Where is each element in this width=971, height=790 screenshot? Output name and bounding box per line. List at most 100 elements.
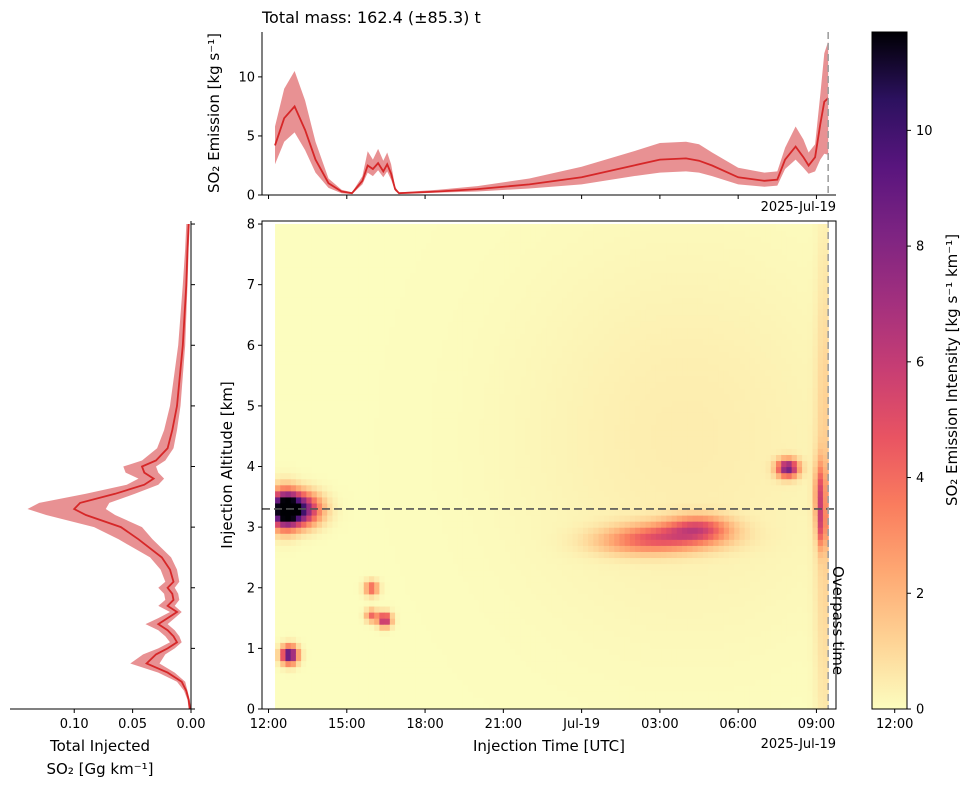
heatmap-cell [577, 224, 584, 231]
heatmap-cell [483, 672, 490, 680]
heatmap-cell [588, 636, 594, 643]
heatmap-cell [410, 430, 417, 437]
heatmap-cell [332, 405, 339, 413]
heatmap-cell [478, 242, 485, 249]
heatmap-cell [515, 266, 521, 274]
heatmap-cell [546, 266, 553, 274]
heatmap-cell [410, 272, 417, 280]
heatmap-cell [368, 387, 375, 395]
heatmap-cell [478, 369, 485, 377]
heatmap-cell [342, 296, 349, 304]
heatmap-cell [572, 496, 579, 504]
heatmap-cell [457, 490, 464, 498]
heatmap-cell [327, 575, 334, 583]
heatmap-cell [582, 533, 589, 540]
heatmap-cell [342, 508, 349, 516]
heatmap-cell [368, 672, 375, 680]
heatmap-cell [588, 575, 594, 583]
heatmap-cell [348, 696, 354, 704]
heatmap-cell [478, 508, 485, 516]
heatmap-cell [515, 684, 521, 692]
heatmap-cell [473, 508, 480, 516]
heatmap-cell [280, 302, 287, 310]
heatmap-cell [520, 242, 527, 249]
heatmap-cell [410, 418, 417, 425]
heatmap-cell [410, 630, 417, 637]
heatmap-cell [410, 575, 417, 583]
heatmap-cell [285, 387, 292, 395]
heatmap-cell [431, 375, 438, 383]
heatmap-cell [280, 308, 287, 316]
heatmap-cell [442, 411, 448, 419]
heatmap-cell [520, 236, 527, 243]
heatmap-cell [332, 605, 339, 613]
heatmap-cell [332, 357, 339, 365]
heatmap-cell [322, 284, 328, 292]
heatmap-cell [421, 642, 427, 649]
heatmap-cell [504, 460, 511, 468]
heatmap-cell [395, 254, 401, 261]
heatmap-cell [275, 563, 281, 571]
heatmap-cell [588, 490, 594, 498]
heatmap-cell [426, 557, 433, 565]
heatmap-cell [342, 702, 349, 710]
heatmap-cell [483, 678, 490, 686]
heatmap-cell [426, 224, 433, 231]
heatmap-cell [520, 666, 527, 674]
heatmap-cell [462, 308, 469, 316]
heatmap-cell [515, 375, 521, 383]
heatmap-cell [457, 678, 464, 686]
heatmap-cell [280, 290, 287, 298]
heatmap-cell [301, 260, 307, 268]
heatmap-cell [295, 515, 302, 522]
heatmap-cell [572, 490, 579, 498]
heatmap-cell [488, 702, 495, 710]
heatmap-cell [483, 545, 490, 552]
heatmap-cell [275, 618, 281, 625]
heatmap-cell [593, 563, 600, 571]
heatmap-cell [588, 605, 594, 613]
heatmap-cell [504, 266, 511, 274]
heatmap-cell [494, 521, 501, 528]
heatmap-cell [421, 672, 427, 680]
heatmap-cell [473, 502, 480, 510]
heatmap-cell [488, 666, 495, 674]
heatmap-cell [311, 551, 318, 559]
heatmap-cell [311, 618, 318, 625]
heatmap-cell [582, 424, 589, 431]
heatmap-cell [405, 418, 412, 425]
heatmap-cell [415, 314, 422, 322]
heatmap-cell [285, 248, 292, 255]
heatmap-cell [363, 533, 370, 540]
heatmap-cell [421, 424, 427, 431]
heatmap-cell [337, 545, 344, 552]
heatmap-cell [525, 236, 532, 243]
heatmap-cell [295, 314, 302, 322]
heatmap-cell [426, 393, 433, 401]
heatmap-cell [332, 508, 339, 516]
heatmap-cell [410, 648, 417, 656]
heatmap-cell [494, 702, 501, 710]
heatmap-cell [421, 690, 427, 698]
heatmap-cell [452, 478, 459, 486]
heatmap-cell [332, 593, 339, 601]
heatmap-cell [358, 333, 365, 340]
heatmap-cell [421, 272, 427, 280]
heatmap-cell [421, 563, 427, 571]
heatmap-cell [452, 242, 459, 249]
heatmap-cell [535, 321, 542, 328]
heatmap-cell [311, 236, 318, 243]
heatmap-cell [405, 533, 412, 540]
heatmap-cell [473, 230, 480, 237]
heatmap-cell [379, 545, 386, 552]
heatmap-cell [488, 648, 495, 656]
heatmap-cell [431, 539, 438, 546]
heatmap-cell [426, 424, 433, 431]
heatmap-cell [468, 448, 474, 455]
heatmap-cell [562, 599, 568, 607]
heatmap-cell [499, 569, 506, 577]
heatmap-cell [447, 254, 454, 261]
heatmap-cell [384, 569, 391, 577]
heatmap-cell [290, 327, 297, 334]
heatmap-cell [358, 260, 365, 268]
